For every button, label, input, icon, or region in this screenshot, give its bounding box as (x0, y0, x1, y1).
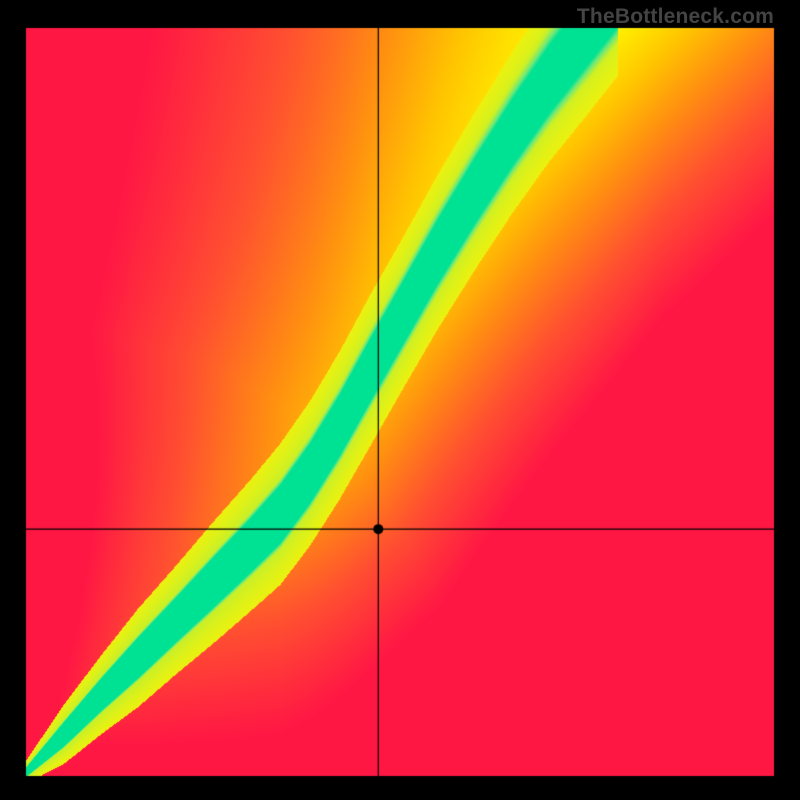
watermark-text: TheBottleneck.com (577, 5, 774, 29)
chart-container: TheBottleneck.com (0, 0, 800, 800)
bottleneck-heatmap (0, 0, 800, 800)
